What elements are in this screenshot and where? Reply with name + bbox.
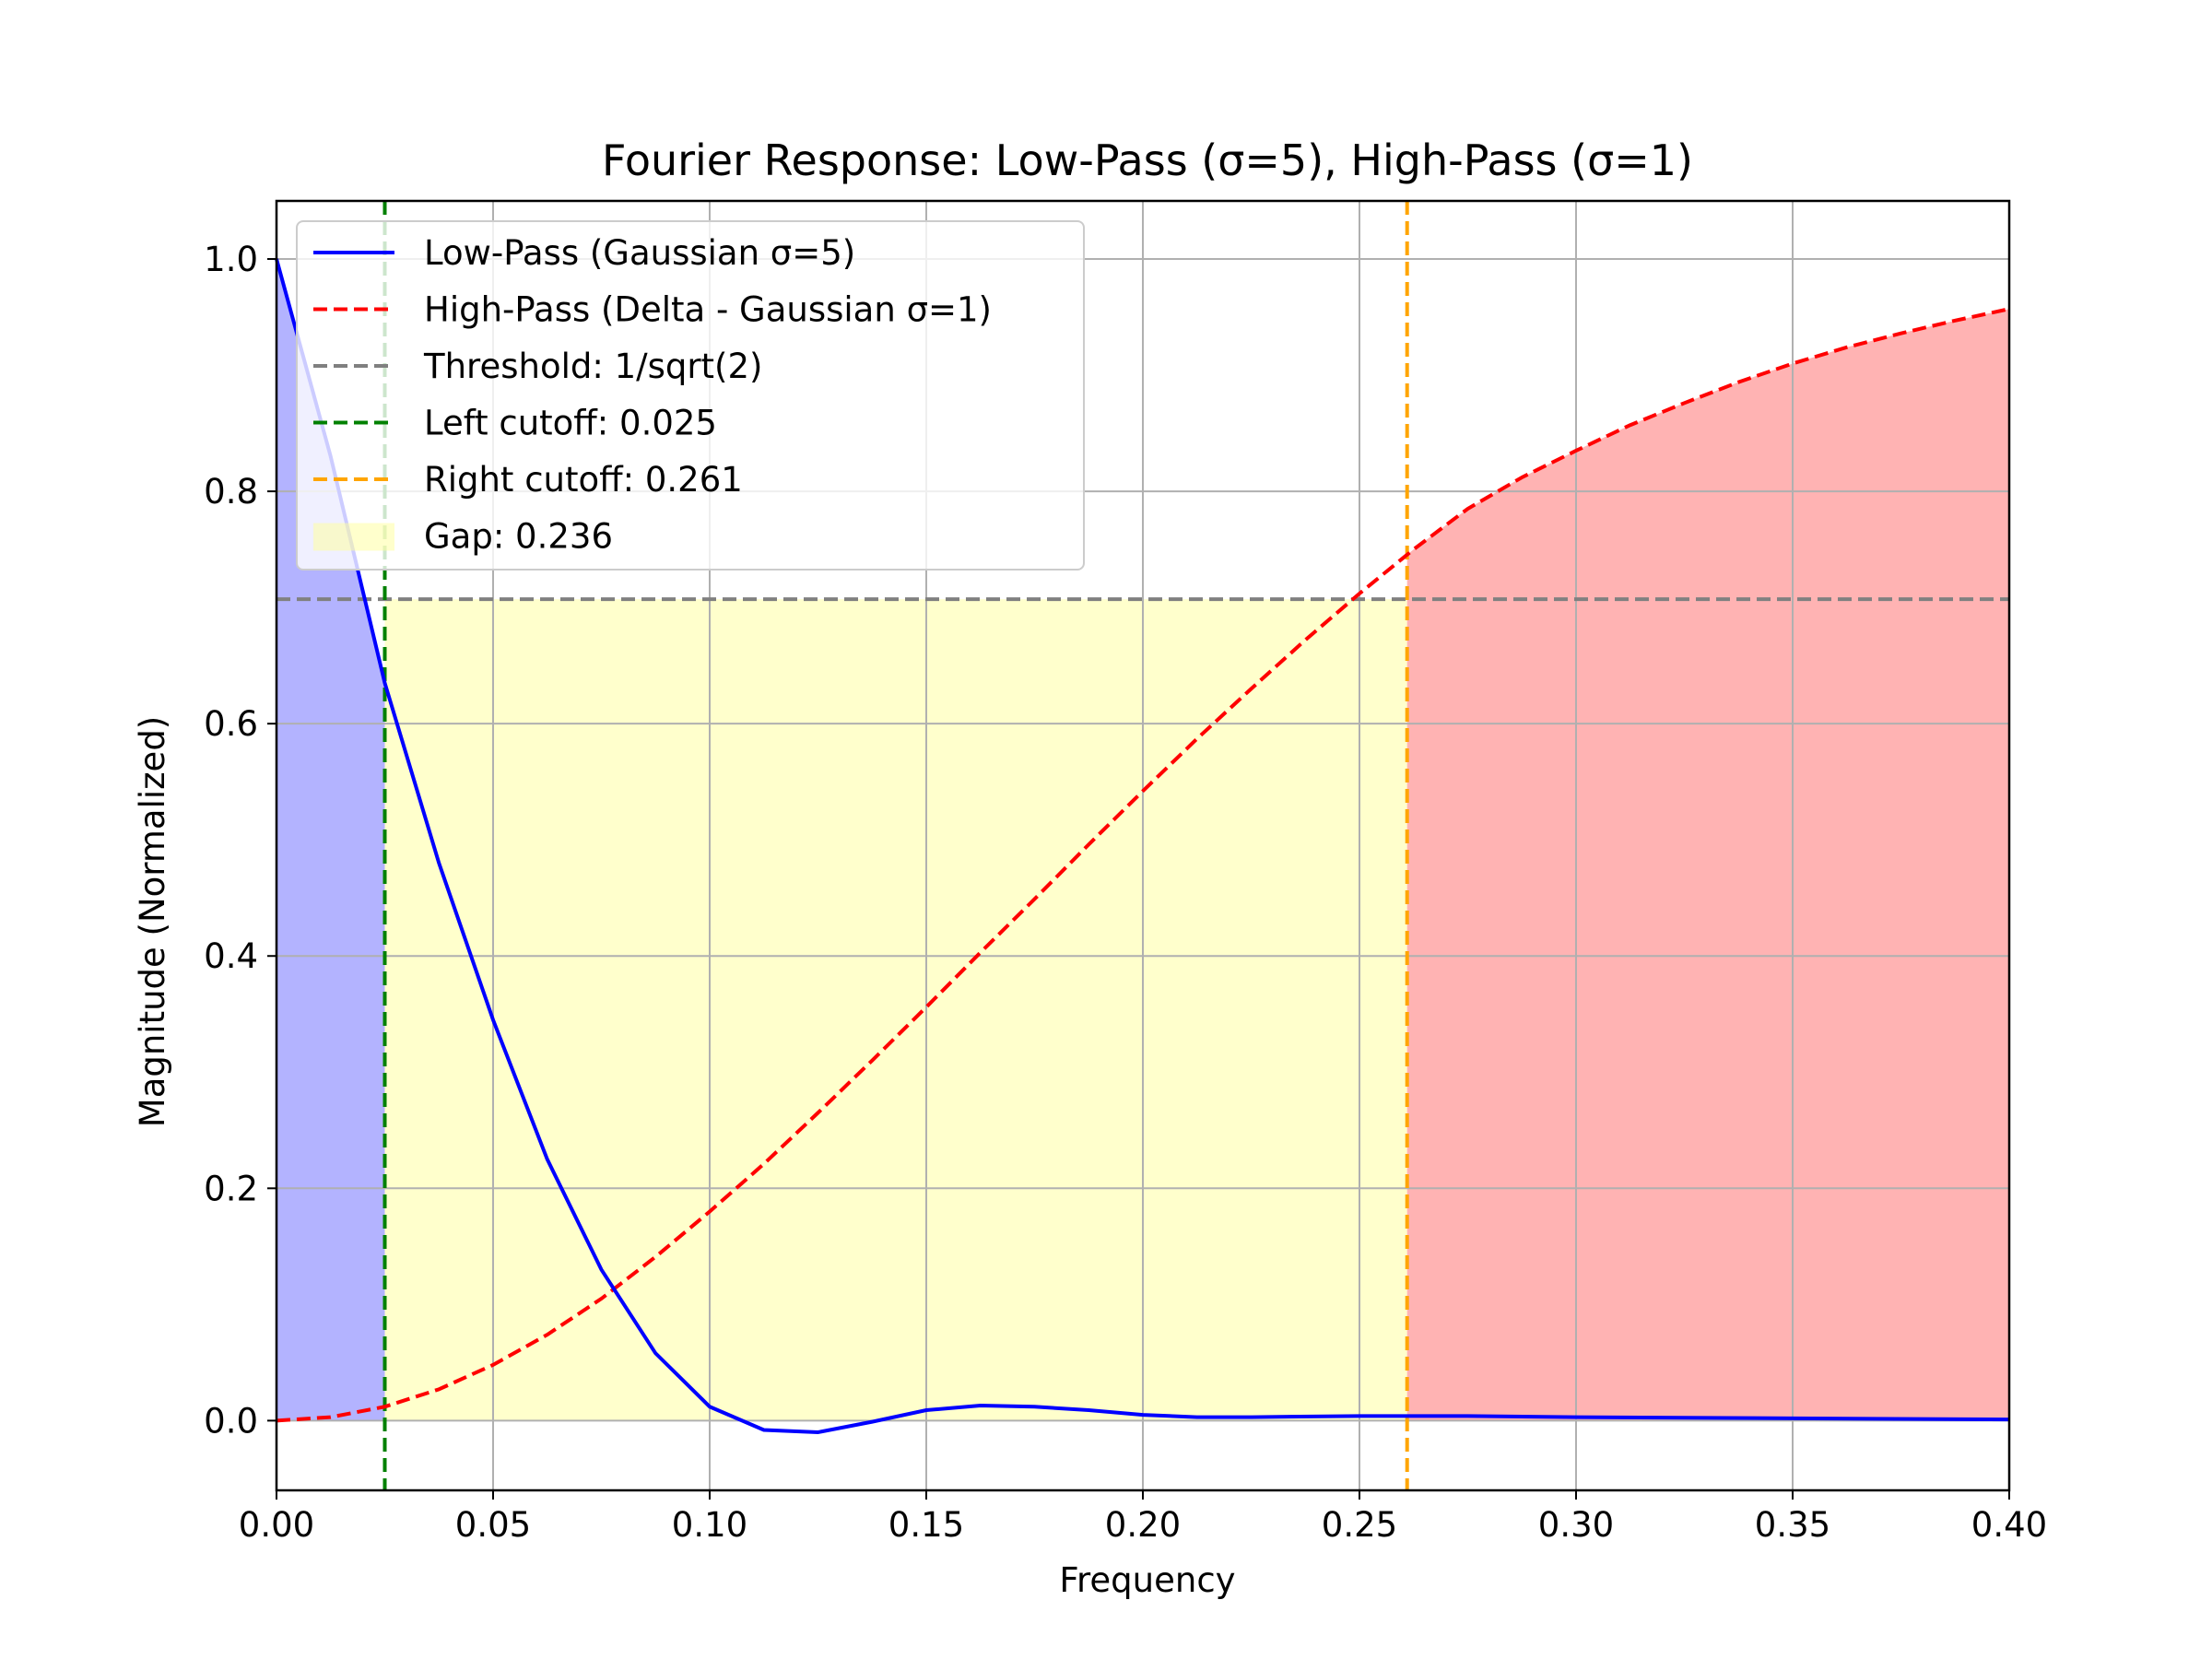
y-tick-label: 1.0	[204, 240, 258, 279]
legend-entry-label: High-Pass (Delta - Gaussian σ=1)	[424, 290, 992, 330]
legend: Low-Pass (Gaussian σ=5) High-Pass (Delta …	[296, 220, 1085, 571]
x-tick-label: 0.20	[1105, 1505, 1181, 1545]
legend-entry-label: Right cutoff: 0.261	[424, 460, 743, 500]
x-axis-label: Frequency	[1059, 1560, 1235, 1600]
legend-entry-label: Left cutoff: 0.025	[424, 404, 717, 443]
legend-swatch	[313, 523, 394, 551]
low-pass-line	[275, 258, 2010, 1434]
x-tick-label: 0.30	[1538, 1505, 1614, 1545]
x-tick-label: 0.10	[672, 1505, 747, 1545]
y-tick-label: 0.2	[204, 1169, 258, 1208]
legend-entry-label: Low-Pass (Gaussian σ=5)	[424, 233, 855, 273]
gap-fill	[384, 599, 1407, 1421]
x-tick-label: 0.40	[1971, 1505, 2047, 1545]
chart-title: Fourier Response: Low-Pass (σ=5), High-P…	[602, 135, 1693, 185]
plot-area: 0.00 0.05 0.10 0.15 0.20 0.25 0.30 0.35 0.40 0.0 0…	[204, 199, 2047, 1545]
x-tick-label: 0.15	[888, 1505, 964, 1545]
x-tick-label: 0.35	[1755, 1505, 1830, 1545]
x-tick-label: 0.25	[1322, 1505, 1397, 1545]
legend-entry-label: Threshold: 1/sqrt(2)	[423, 347, 762, 386]
legend-box	[296, 220, 1085, 571]
y-tick-label: 0.6	[204, 704, 258, 744]
y-axis-label: Magnitude (Normalized)	[133, 716, 172, 1127]
y-tick-label: 0.4	[204, 936, 258, 976]
high-pass-fill	[1406, 309, 2009, 1421]
x-tick-label: 0.05	[455, 1505, 531, 1545]
x-tick-label: 0.00	[239, 1505, 314, 1545]
high-pass-line	[276, 307, 2010, 1423]
y-tick-label: 0.0	[204, 1401, 258, 1441]
legend-entry-label: Gap: 0.236	[424, 517, 613, 557]
ticks-layer: 0.00 0.05 0.10 0.15 0.20 0.25 0.30 0.35 0.40 0.0 0…	[204, 240, 2047, 1545]
fills-layer	[276, 259, 2009, 1421]
y-tick-label: 0.8	[204, 472, 258, 512]
